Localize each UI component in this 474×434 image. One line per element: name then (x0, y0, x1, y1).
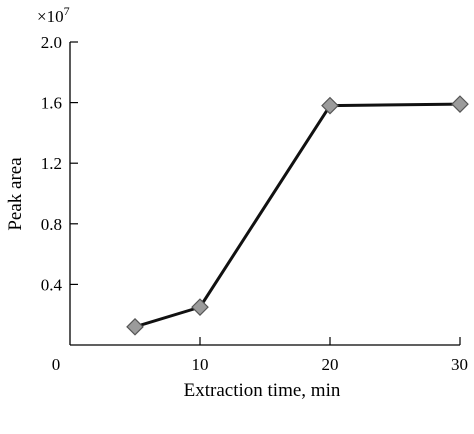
chart-axes (69, 42, 460, 346)
chart-ticks: 0 10 20 30 0.4 0.8 1.2 1.6 2.0 (41, 33, 468, 374)
x-tick-label: 0 (52, 355, 61, 374)
y-tick-label: 1.6 (41, 94, 62, 113)
data-point-marker (451, 95, 469, 113)
series-line (134, 102, 461, 329)
data-point-marker (321, 96, 339, 115)
y-multiplier-base: ×10 (37, 7, 64, 26)
y-tick-label: 0.8 (41, 215, 62, 234)
y-multiplier: ×107 (37, 4, 70, 26)
y-multiplier-exponent: 7 (64, 4, 70, 18)
x-tick-label: 10 (192, 355, 209, 374)
y-tick-label: 0.4 (41, 275, 63, 294)
y-tick-label: 1.2 (41, 154, 62, 173)
data-point-marker (191, 298, 209, 316)
chart-series (126, 95, 469, 336)
x-tick-label: 30 (451, 355, 468, 374)
y-tick-label: 2.0 (41, 33, 62, 52)
x-axis-label: Extraction time, min (184, 380, 341, 401)
y-axis-label: Peak area (5, 157, 26, 231)
data-point-marker (126, 317, 144, 336)
x-tick-label: 20 (322, 355, 339, 374)
